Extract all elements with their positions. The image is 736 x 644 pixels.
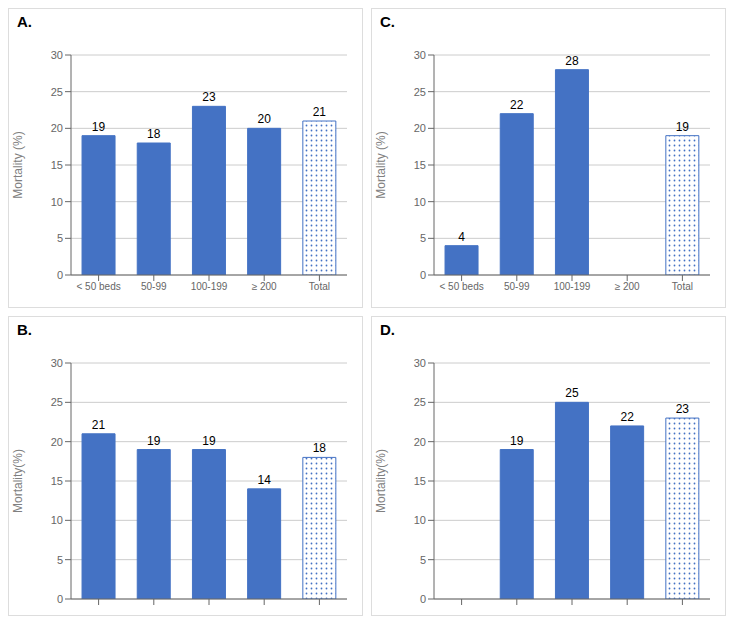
svg-text:19: 19 bbox=[510, 434, 524, 448]
html-text:C.: C. bbox=[380, 13, 395, 30]
svg-text:18: 18 bbox=[313, 441, 327, 455]
svg-text:19: 19 bbox=[202, 434, 216, 448]
html-text:A.: A. bbox=[17, 13, 32, 30]
svg-text:< 50 beds: < 50 beds bbox=[439, 281, 483, 292]
svg-text:25: 25 bbox=[565, 386, 579, 400]
html-text:B.: B. bbox=[17, 321, 32, 338]
svg-text:19: 19 bbox=[92, 120, 106, 134]
svg-text:5: 5 bbox=[420, 554, 426, 566]
svg-text:15: 15 bbox=[414, 159, 426, 171]
svg-text:30: 30 bbox=[414, 357, 426, 369]
svg-text:25: 25 bbox=[414, 396, 426, 408]
svg-text:10: 10 bbox=[51, 196, 63, 208]
svg-text:0: 0 bbox=[420, 269, 426, 281]
svg-text:15: 15 bbox=[414, 475, 426, 487]
svg-text:25: 25 bbox=[51, 86, 63, 98]
svg-text:22: 22 bbox=[620, 410, 634, 424]
svg-text:25: 25 bbox=[51, 396, 63, 408]
svg-text:50-99: 50-99 bbox=[504, 281, 530, 292]
svg-text:19: 19 bbox=[676, 120, 690, 134]
svg-text:30: 30 bbox=[51, 357, 63, 369]
svg-text:18: 18 bbox=[147, 127, 161, 141]
svg-text:21: 21 bbox=[313, 105, 327, 119]
svg-text:22: 22 bbox=[510, 98, 524, 112]
svg-text:5: 5 bbox=[57, 232, 63, 244]
svg-text:21: 21 bbox=[92, 418, 106, 432]
svg-text:28: 28 bbox=[565, 54, 579, 68]
svg-text:20: 20 bbox=[414, 122, 426, 134]
svg-text:25: 25 bbox=[414, 86, 426, 98]
svg-text:5: 5 bbox=[57, 554, 63, 566]
svg-text:≥ 200: ≥ 200 bbox=[615, 281, 640, 292]
svg-text:20: 20 bbox=[257, 112, 271, 126]
svg-text:20: 20 bbox=[51, 122, 63, 134]
svg-text:19: 19 bbox=[147, 434, 161, 448]
svg-text:10: 10 bbox=[414, 514, 426, 526]
svg-text:4: 4 bbox=[458, 230, 465, 244]
svg-text:0: 0 bbox=[57, 593, 63, 605]
svg-text:0: 0 bbox=[57, 269, 63, 281]
svg-text:Mortality (%): Mortality (%) bbox=[374, 131, 388, 198]
svg-text:23: 23 bbox=[202, 90, 216, 104]
svg-text:20: 20 bbox=[51, 436, 63, 448]
svg-text:20: 20 bbox=[414, 436, 426, 448]
svg-text:30: 30 bbox=[414, 49, 426, 61]
svg-text:5: 5 bbox=[420, 232, 426, 244]
svg-text:100-199: 100-199 bbox=[191, 281, 228, 292]
svg-text:Total: Total bbox=[309, 281, 330, 292]
html-text:D.: D. bbox=[380, 321, 395, 338]
svg-text:≥ 200: ≥ 200 bbox=[252, 281, 277, 292]
svg-text:Mortality (%): Mortality (%) bbox=[11, 131, 25, 198]
svg-text:50-99: 50-99 bbox=[141, 281, 167, 292]
svg-text:100-199: 100-199 bbox=[554, 281, 591, 292]
svg-text:0: 0 bbox=[420, 593, 426, 605]
svg-text:15: 15 bbox=[51, 475, 63, 487]
svg-text:23: 23 bbox=[676, 402, 690, 416]
svg-text:Mortality(%): Mortality(%) bbox=[374, 449, 388, 513]
svg-text:10: 10 bbox=[414, 196, 426, 208]
svg-text:30: 30 bbox=[51, 49, 63, 61]
svg-text:< 50 beds: < 50 beds bbox=[76, 281, 120, 292]
svg-text:10: 10 bbox=[51, 514, 63, 526]
svg-text:Mortality(%): Mortality(%) bbox=[11, 449, 25, 513]
svg-text:15: 15 bbox=[51, 159, 63, 171]
svg-text:Total: Total bbox=[672, 281, 693, 292]
svg-text:14: 14 bbox=[257, 473, 271, 487]
